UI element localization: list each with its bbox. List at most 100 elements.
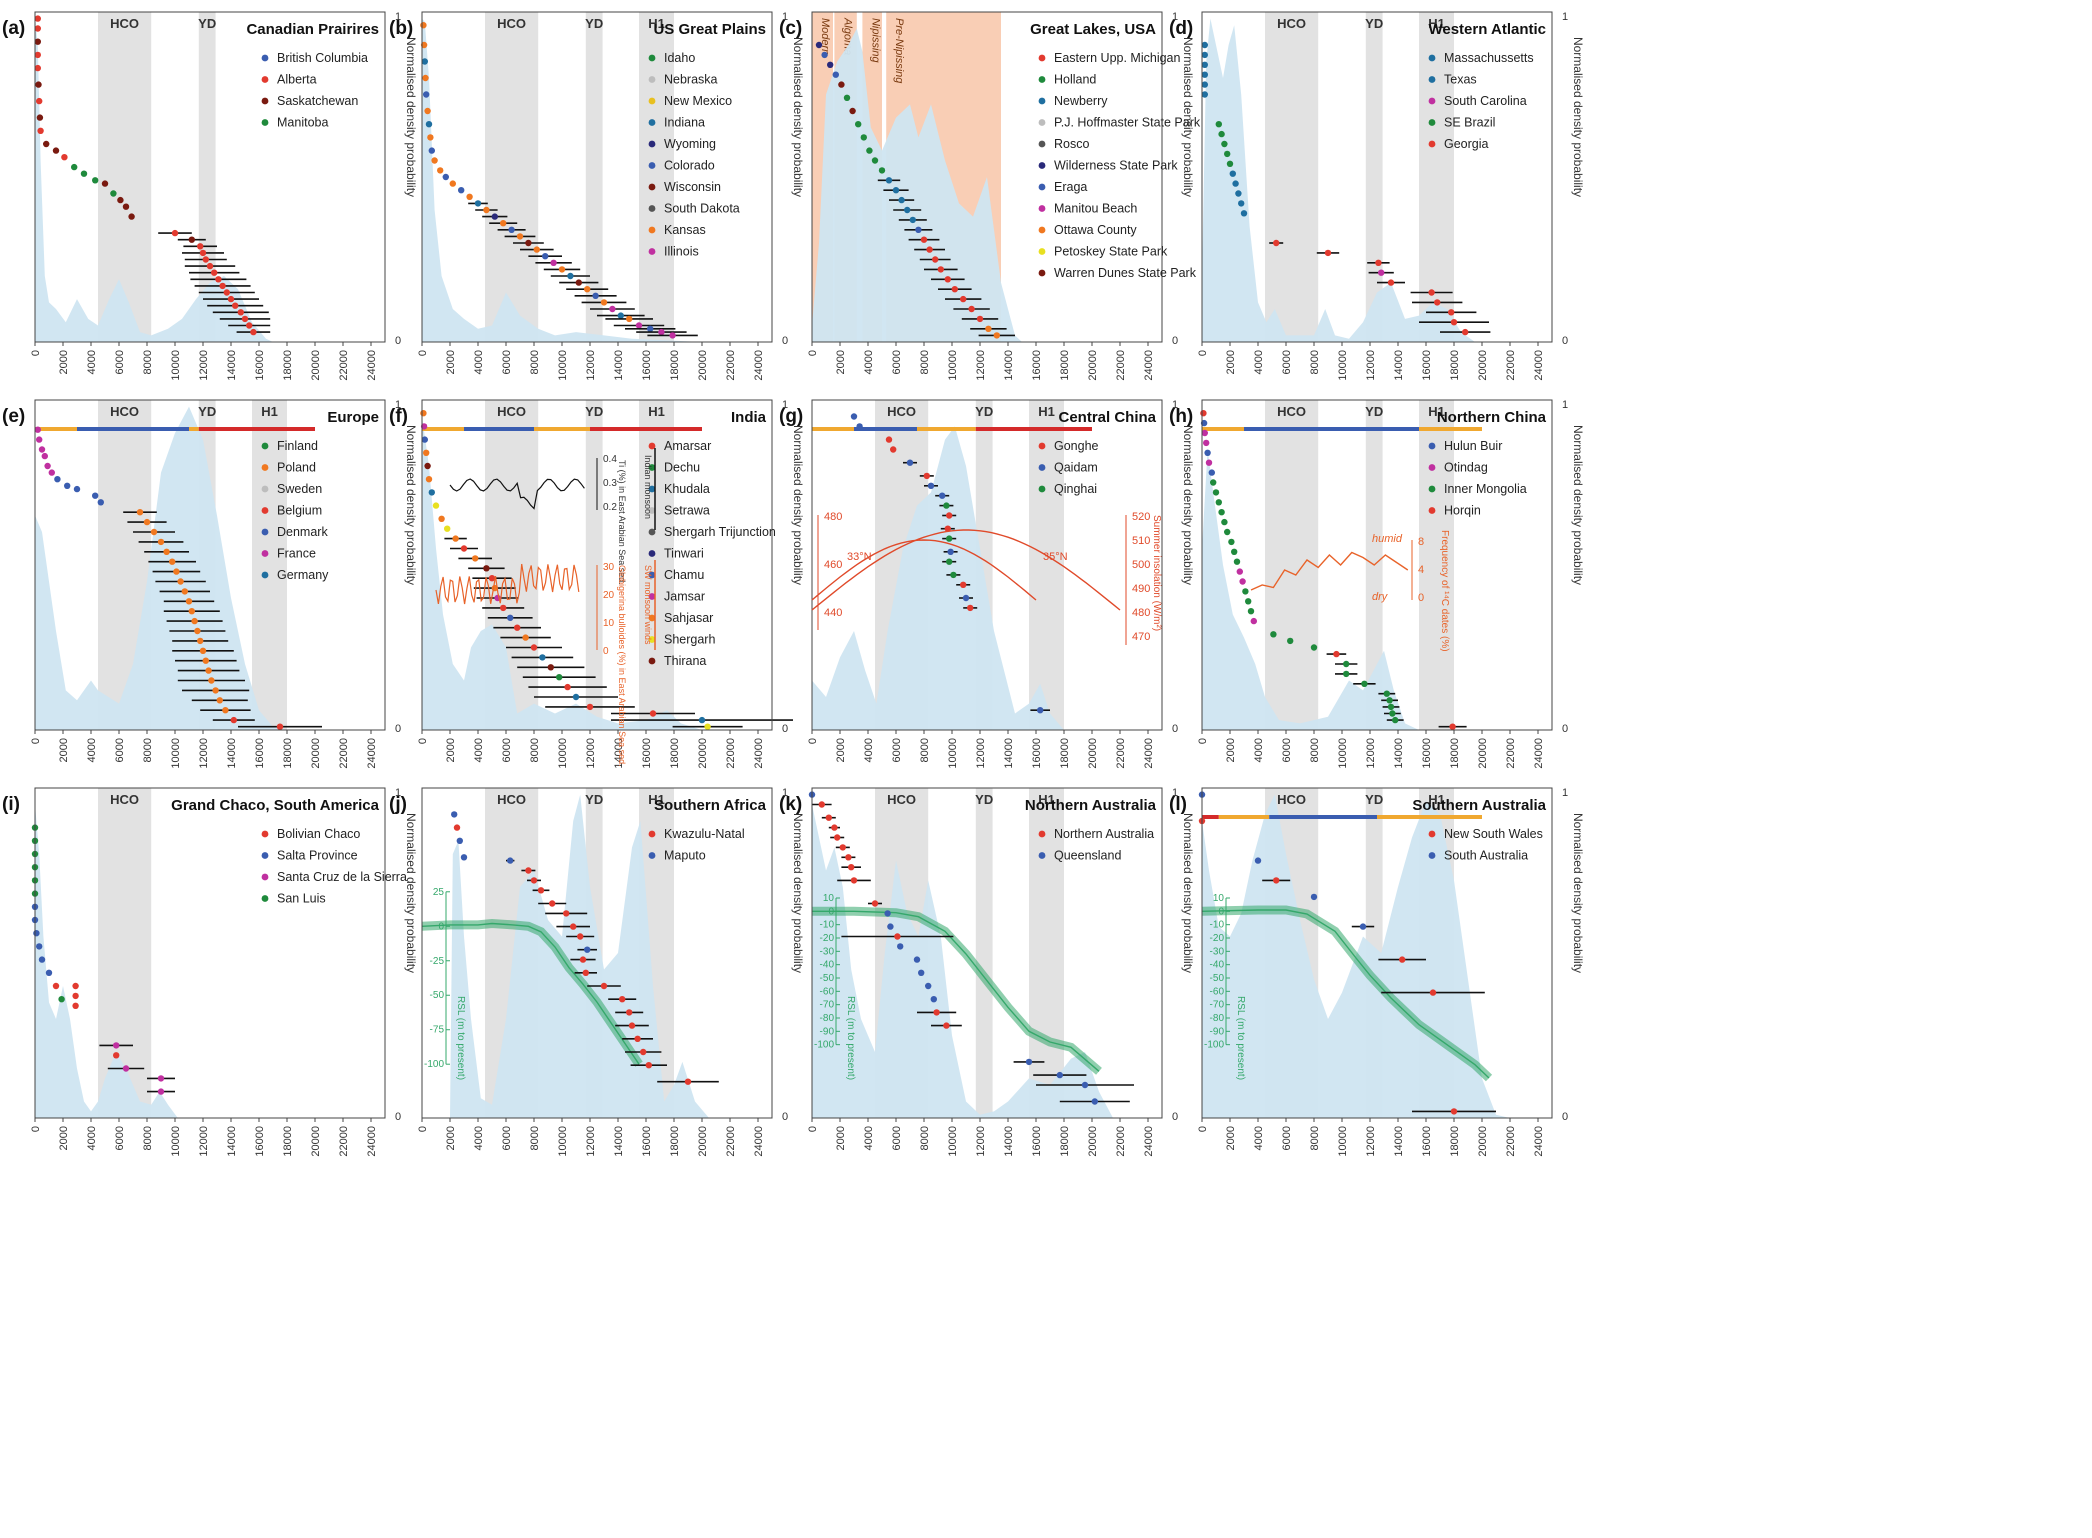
- y-axis-label: Normalised density probability: [1181, 425, 1195, 585]
- x-tick-label: 20000: [1087, 738, 1099, 769]
- data-point: [617, 312, 624, 319]
- y-axis-label: Normalised density probability: [791, 425, 805, 585]
- data-point: [923, 472, 930, 480]
- x-tick-label: 0: [417, 738, 429, 744]
- legend-label: Hulun Buir: [1444, 439, 1502, 453]
- band-label: HCO: [110, 16, 139, 31]
- data-point: [567, 272, 574, 280]
- data-point: [1025, 1058, 1033, 1066]
- legend-marker: [648, 205, 656, 212]
- data-point: [1389, 710, 1396, 717]
- x-tick-label: 22000: [725, 738, 737, 769]
- data-point: [1201, 41, 1209, 49]
- data-point: [572, 693, 580, 701]
- data-point: [582, 969, 589, 976]
- legend-label: Poland: [277, 461, 316, 475]
- data-point: [849, 107, 856, 115]
- climate-band: [639, 12, 674, 342]
- x-tick-label: 24000: [366, 350, 378, 381]
- data-point: [215, 276, 222, 283]
- legend-label: Northern Australia: [1054, 827, 1154, 841]
- data-point: [1238, 200, 1245, 207]
- x-tick-label: 24000: [1533, 1126, 1545, 1157]
- data-point: [516, 233, 524, 240]
- x-tick-label: 14000: [1003, 1126, 1015, 1157]
- legend-marker: [648, 119, 656, 126]
- x-tick-label: 4000: [863, 738, 875, 762]
- data-point: [424, 462, 431, 470]
- climate-band: [975, 788, 993, 1118]
- data-point: [619, 996, 626, 1003]
- x-tick-label: 10000: [947, 350, 959, 381]
- data-point: [438, 515, 445, 522]
- legend-label: Qinghai: [1054, 482, 1097, 496]
- x-tick-label: 14000: [1003, 350, 1015, 381]
- data-point: [579, 956, 587, 963]
- x-tick-label: 12000: [1365, 738, 1377, 769]
- legend-marker: [1428, 76, 1436, 83]
- x-tick-label: 22000: [1115, 1126, 1127, 1157]
- y-axis-label: Normalised density probability: [1571, 425, 1585, 585]
- data-point: [704, 723, 711, 730]
- climate-band: [1419, 400, 1454, 730]
- legend-marker: [648, 464, 656, 471]
- data-point: [34, 51, 41, 59]
- y-top-label: 1: [782, 399, 788, 411]
- data-point: [38, 446, 46, 453]
- x-tick-label: 16000: [1421, 1126, 1433, 1157]
- data-point: [542, 253, 549, 260]
- rsl-tick-label: 0: [1218, 906, 1224, 917]
- insolation-33-label: 33°N: [847, 551, 872, 563]
- data-point: [1201, 91, 1209, 98]
- x-tick-label: 12000: [585, 350, 597, 381]
- panel-title: India: [731, 409, 767, 426]
- density-area: [422, 416, 758, 730]
- data-point: [1254, 857, 1262, 864]
- data-point: [563, 910, 570, 917]
- color-bar-segment: [198, 427, 315, 431]
- data-point: [884, 910, 891, 917]
- x-tick-label: 20000: [697, 350, 709, 381]
- data-point: [72, 1002, 79, 1009]
- data-point: [549, 900, 556, 907]
- legend-marker: [261, 830, 269, 838]
- data-point: [845, 854, 852, 861]
- x-tick-label: 18000: [1449, 738, 1461, 769]
- x-tick-label: 20000: [1087, 1126, 1099, 1157]
- data-point: [43, 140, 50, 148]
- data-point: [577, 933, 584, 940]
- x-tick-label: 2000: [835, 1126, 847, 1150]
- data-point: [832, 71, 839, 78]
- y-bottom-label: 0: [395, 723, 401, 735]
- legend-label: Thirana: [664, 654, 706, 668]
- x-tick-label: 14000: [1003, 738, 1015, 769]
- x-tick-label: 6000: [891, 1126, 903, 1150]
- c14-frequency-curve: [1250, 551, 1409, 591]
- data-point: [38, 956, 46, 963]
- data-point: [71, 163, 78, 171]
- legend-marker: [1038, 54, 1046, 62]
- x-tick-label: 16000: [1421, 738, 1433, 769]
- data-point: [1428, 289, 1435, 296]
- legend-label: Petoskey State Park: [1054, 245, 1168, 259]
- x-tick-label: 6000: [891, 738, 903, 762]
- x-tick-label: 12000: [1365, 350, 1377, 381]
- data-point: [1201, 81, 1209, 88]
- band-label: YD: [1365, 792, 1383, 807]
- legend-label: Saskatchewan: [277, 94, 358, 108]
- data-point: [113, 1042, 120, 1049]
- x-tick-label: 8000: [142, 738, 154, 762]
- data-point: [185, 598, 193, 605]
- y-axis-label: Normalised density probability: [404, 813, 418, 973]
- x-tick-label: 2000: [58, 738, 70, 762]
- x-tick-label: 24000: [1533, 350, 1545, 381]
- data-point: [163, 548, 170, 555]
- legend-label: Wisconsin: [664, 180, 721, 194]
- legend-marker: [648, 507, 656, 514]
- data-point: [558, 266, 566, 273]
- legend-label: SE Brazil: [1444, 116, 1495, 130]
- bulloides-tick-label: 20: [603, 590, 615, 601]
- data-point: [839, 844, 846, 851]
- data-point: [1221, 140, 1228, 148]
